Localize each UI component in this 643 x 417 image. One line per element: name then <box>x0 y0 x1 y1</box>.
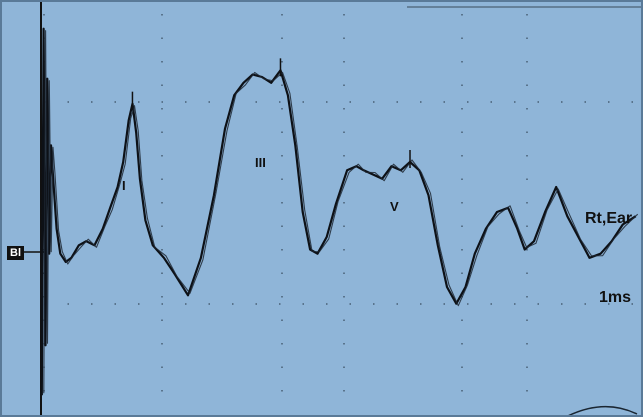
baseline-marker: Bl <box>7 246 24 260</box>
peak-label-v: V <box>390 199 399 214</box>
channel-label: Rt,Ear <box>585 210 633 227</box>
waveform-replicate-trace <box>43 30 639 394</box>
peak-label-iii: III <box>255 155 266 170</box>
corner-arc <box>568 405 638 415</box>
time-scale-label: 1ms <box>599 289 632 306</box>
peak-label-i: I <box>122 178 126 193</box>
